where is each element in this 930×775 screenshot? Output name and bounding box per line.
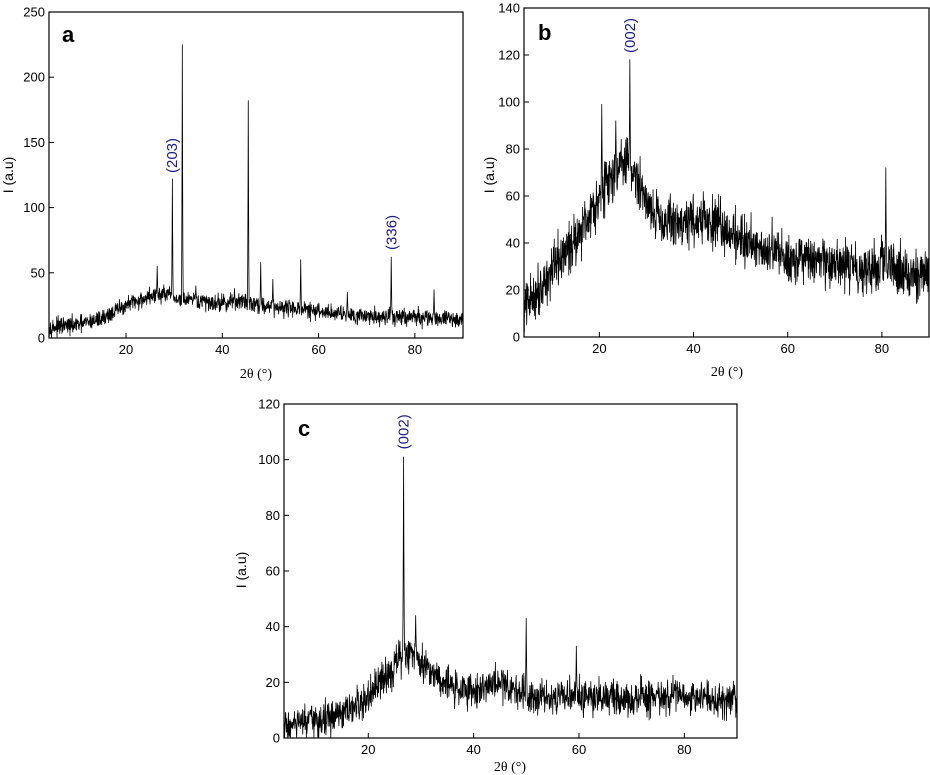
panel-b-annotations: (002) bbox=[622, 18, 639, 53]
x-tick-label: 80 bbox=[408, 342, 422, 357]
y-tick-label: 0 bbox=[38, 331, 45, 346]
panel-c: 20 40 60 80 0 20 40 60 80 100 120 (002) c 2θ (°) I… bbox=[233, 397, 738, 775]
y-tick-label: 100 bbox=[498, 95, 520, 110]
x-tick-label: 60 bbox=[311, 342, 325, 357]
panel-b-ticks: 20 40 60 80 0 20 40 60 80 100 120 140 bbox=[498, 1, 889, 357]
y-tick-label: 40 bbox=[266, 619, 280, 634]
panel-a-letter: a bbox=[62, 22, 75, 47]
x-tick-label: 40 bbox=[215, 342, 229, 357]
x-tick-label: 20 bbox=[119, 342, 133, 357]
y-tick-label: 140 bbox=[498, 1, 520, 16]
panel-a-y-axis-label: I (a.u) bbox=[0, 157, 16, 194]
panel-c-letter: c bbox=[298, 416, 310, 441]
x-tick-label: 40 bbox=[466, 742, 480, 757]
x-tick-label: 60 bbox=[572, 742, 586, 757]
y-tick-label: 250 bbox=[23, 5, 45, 20]
peak-annotation: (002) bbox=[396, 414, 413, 449]
panel-a-series-line bbox=[48, 44, 464, 339]
panel-a-ticks: 20 40 60 80 0 50 100 150 200 250 bbox=[23, 5, 422, 358]
panel-a: 20 40 60 80 0 50 100 150 200 250 (203) (336) a 2θ … bbox=[0, 5, 464, 382]
panel-c-y-axis-label: I (a.u) bbox=[233, 552, 249, 589]
x-tick-label: 40 bbox=[686, 341, 700, 356]
y-tick-label: 120 bbox=[498, 48, 520, 63]
y-tick-label: 0 bbox=[273, 731, 280, 746]
panel-a-frame bbox=[48, 11, 464, 339]
y-tick-label: 60 bbox=[506, 189, 520, 204]
x-tick-label: 80 bbox=[875, 341, 889, 356]
panel-b-y-axis-label: I (a.u) bbox=[481, 157, 497, 194]
panel-b: 20 40 60 80 0 20 40 60 80 100 120 140 (002) b 2θ (°… bbox=[481, 1, 930, 380]
y-tick-label: 50 bbox=[31, 265, 45, 280]
panel-c-series-line bbox=[283, 456, 738, 739]
y-tick-label: 20 bbox=[506, 283, 520, 298]
panel-a-annotations: (203) (336) bbox=[164, 138, 400, 250]
panel-b-x-axis-label: 2θ (°) bbox=[711, 365, 743, 380]
y-tick-label: 100 bbox=[23, 200, 45, 215]
y-tick-label: 80 bbox=[266, 508, 280, 523]
x-tick-label: 60 bbox=[780, 341, 794, 356]
y-tick-label: 100 bbox=[258, 452, 280, 467]
panel-b-letter: b bbox=[538, 20, 551, 45]
panel-b-frame bbox=[523, 7, 930, 338]
y-tick-label: 40 bbox=[506, 236, 520, 251]
x-tick-label: 20 bbox=[361, 742, 375, 757]
x-tick-label: 80 bbox=[677, 742, 691, 757]
panel-c-x-axis-label: 2θ (°) bbox=[494, 760, 526, 775]
y-tick-label: 200 bbox=[23, 70, 45, 85]
panel-c-annotations: (002) bbox=[396, 414, 413, 449]
y-tick-label: 20 bbox=[266, 675, 280, 690]
y-tick-label: 120 bbox=[258, 397, 280, 412]
x-tick-label: 20 bbox=[592, 341, 606, 356]
y-tick-label: 60 bbox=[266, 564, 280, 579]
y-tick-label: 150 bbox=[23, 135, 45, 150]
panel-b-series-line bbox=[523, 59, 930, 333]
panel-c-ticks: 20 40 60 80 0 20 40 60 80 100 120 bbox=[258, 397, 691, 758]
peak-annotation: (002) bbox=[622, 18, 639, 53]
peak-annotation: (203) bbox=[164, 138, 181, 173]
y-tick-label: 0 bbox=[513, 330, 520, 345]
panel-a-x-axis-label: 2θ (°) bbox=[240, 367, 272, 382]
y-tick-label: 80 bbox=[506, 142, 520, 157]
peak-annotation: (336) bbox=[383, 215, 400, 250]
